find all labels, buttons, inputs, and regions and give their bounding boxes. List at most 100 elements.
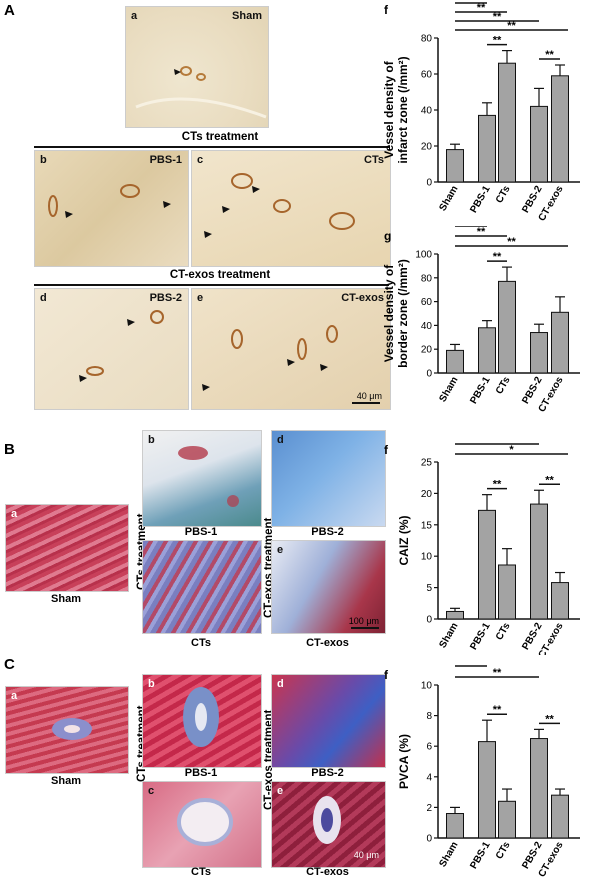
y-tick-label: 10 <box>421 552 433 563</box>
y-axis-label: CAIZ (%) <box>397 516 411 566</box>
histology-pbs2-d: d <box>271 430 386 527</box>
y-tick-label: 8 <box>426 711 432 722</box>
histology-cts-c <box>142 540 262 634</box>
x-tick-label: CTs <box>494 840 513 862</box>
vessel-decor <box>313 796 341 844</box>
tile-letter: e <box>197 292 204 304</box>
y-tick-label: 25 <box>421 458 433 469</box>
bar <box>478 327 496 374</box>
significance-label: ** <box>507 236 516 248</box>
y-tick-label: 80 <box>421 273 433 284</box>
divider <box>34 284 389 286</box>
tile-letter: d <box>277 678 284 690</box>
tile-label: PBS-2 <box>149 292 182 304</box>
x-tick-label: PBS-1 <box>468 375 492 406</box>
x-tick-label: Sham <box>437 184 460 213</box>
significance-label: ** <box>493 35 502 47</box>
caption-ct-exos: CT-exos <box>306 637 349 649</box>
y-tick-label: 6 <box>426 742 432 753</box>
x-tick-label: Sham <box>437 840 460 869</box>
tile-letter: e <box>277 544 284 556</box>
bar <box>498 800 516 839</box>
significance-label: ** <box>493 479 502 491</box>
y-axis-label: border zone (/mm²) <box>396 259 410 368</box>
tile-letter: d <box>277 434 284 446</box>
x-tick-label: CTs <box>494 375 513 397</box>
micrograph-pbs1-b: b PBS-1 <box>34 150 189 267</box>
bar <box>446 349 464 374</box>
caption-cts: CTs <box>191 866 211 878</box>
histology-sham-a: a <box>5 686 129 774</box>
y-tick-label: 0 <box>426 834 432 845</box>
scale-bar <box>352 402 380 404</box>
micrograph-ct-exos-e: e CT-exos 40 μm <box>191 288 391 410</box>
x-tick-label: Sham <box>437 621 460 650</box>
y-tick-label: 10 <box>421 681 433 692</box>
vessel-decor <box>48 184 171 218</box>
tile-letter: b <box>148 678 155 690</box>
significance-label: ** <box>493 667 502 679</box>
y-tick-label: 20 <box>421 345 433 356</box>
y-tick-label: 60 <box>421 70 433 81</box>
bar <box>530 105 548 183</box>
tile-letter: c <box>148 785 155 797</box>
histology-sham-a: a <box>5 504 129 592</box>
y-tick-label: 5 <box>426 583 432 594</box>
divider <box>34 146 389 148</box>
significance-label: ** <box>493 440 502 446</box>
chart-letter: f <box>384 443 389 457</box>
histology-pbs2-d: d <box>271 674 386 768</box>
bar <box>478 741 496 839</box>
chart-letter: f <box>384 668 389 682</box>
y-tick-label: 0 <box>426 178 432 189</box>
bar-chart-vessel-density-border: g 0 20 40 60 80 100 Vessel density of border zon… <box>382 226 580 414</box>
y-tick-label: 100 <box>415 250 432 261</box>
significance-label: ** <box>493 11 502 23</box>
x-tick-label: CTs <box>494 184 513 206</box>
significance-label: ** <box>477 2 486 14</box>
bar <box>498 280 516 374</box>
y-tick-label: 60 <box>421 297 433 308</box>
y-tick-label: 0 <box>426 369 432 380</box>
bar <box>551 582 569 620</box>
bar <box>551 311 569 374</box>
y-axis-label: Vessel density of <box>382 60 396 158</box>
caption-sham: Sham <box>51 775 81 787</box>
chart-letter: g <box>384 229 391 243</box>
significance-label: ** <box>545 474 554 486</box>
caption-pbs1: PBS-1 <box>184 767 218 779</box>
caption-sham: Sham <box>51 593 81 605</box>
y-tick-label: 20 <box>421 142 433 153</box>
micrograph-cts-c: c CTs <box>191 150 391 267</box>
header-ct-exos-treatment: CT-exos treatment <box>169 269 271 281</box>
micrograph-pbs2-d: d PBS-2 <box>34 288 189 410</box>
bar <box>446 610 464 620</box>
significance-label: ** <box>545 713 554 725</box>
tile-letter: a <box>11 690 18 702</box>
tile-letter: c <box>197 154 204 166</box>
scale-bar-label: 40 μm <box>353 850 379 860</box>
histology-cts-c: c <box>142 781 262 868</box>
bar <box>530 738 548 839</box>
y-tick-label: 0 <box>426 615 432 626</box>
tile-letter: a <box>131 10 138 22</box>
tile-label: PBS-1 <box>149 154 182 166</box>
tile-letter: b <box>148 434 155 446</box>
vessel-decor <box>202 325 338 391</box>
y-tick-label: 4 <box>426 772 432 783</box>
x-tick-label: PBS-1 <box>468 184 492 215</box>
x-tick-label: Sham <box>437 375 460 404</box>
scale-bar-label: 100 μm <box>348 616 379 626</box>
histology-ct-exos-e: e 40 μm <box>271 781 386 868</box>
x-tick-label: PBS-1 <box>468 840 492 871</box>
bar-chart-vessel-density-infarct: f 0 20 40 60 80 Vessel density of infarct zone … <box>382 0 580 223</box>
histology-pbs1-b: b <box>142 674 262 768</box>
vessel-decor <box>52 718 92 740</box>
bar <box>446 149 464 183</box>
caption-pbs2: PBS-2 <box>311 526 344 538</box>
caption-pbs1: PBS-1 <box>184 526 218 538</box>
tile-label: Sham <box>232 10 262 22</box>
bar <box>446 813 464 839</box>
panel-label-c: C <box>4 656 15 673</box>
